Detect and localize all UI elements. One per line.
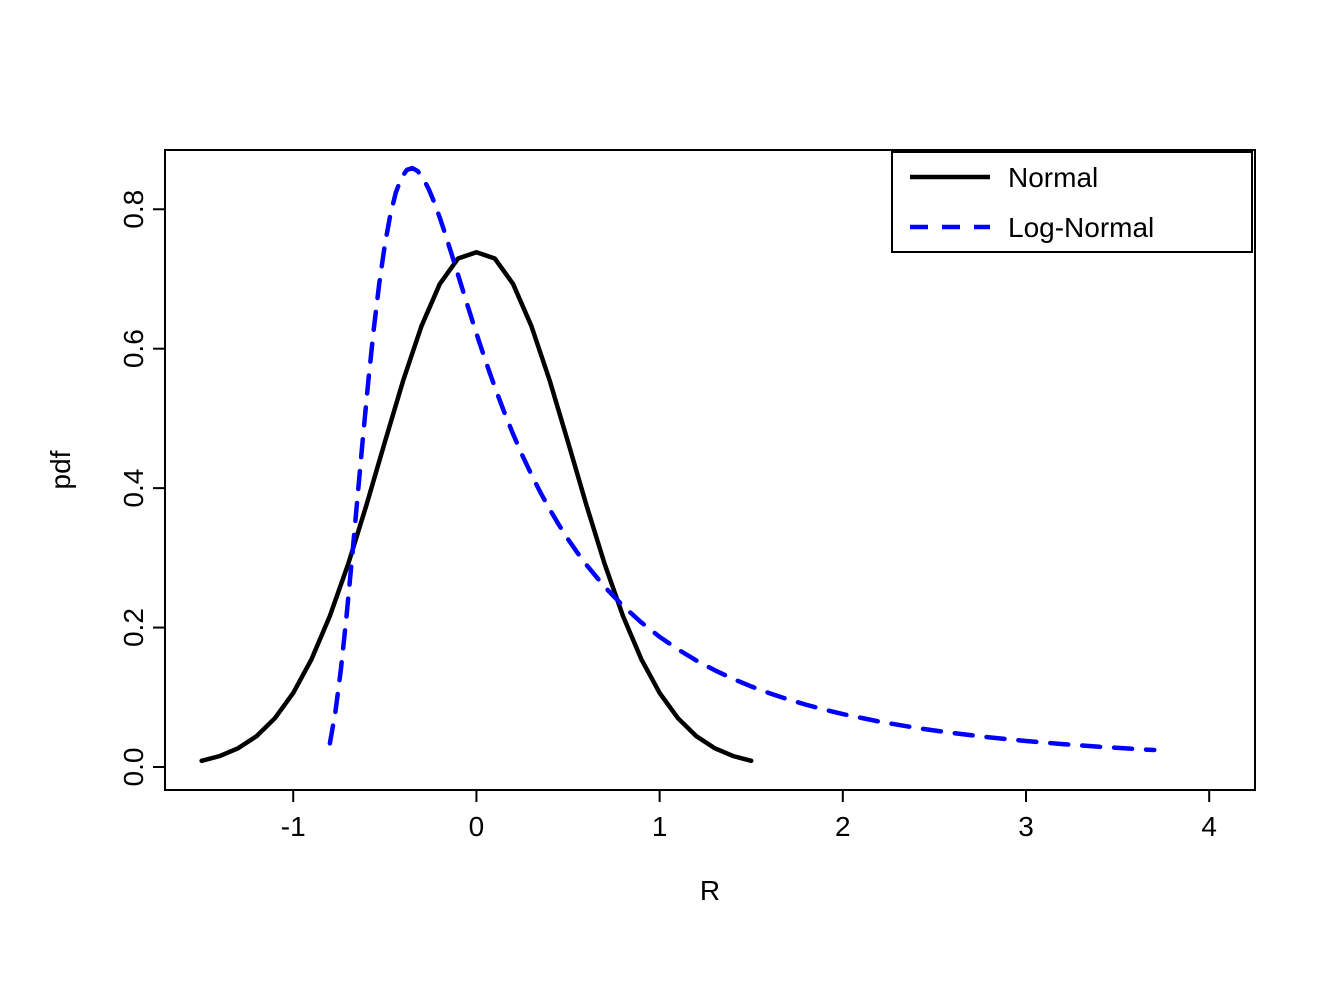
y-tick-label: 0.2 [118, 608, 149, 647]
legend-item-label: Normal [1008, 162, 1098, 193]
y-tick-label: 0.0 [118, 748, 149, 787]
x-tick-label: 2 [835, 811, 851, 842]
x-tick-label: 4 [1201, 811, 1217, 842]
y-tick-label: 0.4 [118, 469, 149, 508]
pdf-line-chart: -1 0 1 2 3 4 R 0.0 0.2 0.4 0.6 0.8 pdf Normal Log-Norm… [0, 0, 1344, 1008]
y-axis-label: pdf [45, 450, 76, 489]
x-tick-label: -1 [281, 811, 306, 842]
legend: Normal Log-Normal [892, 152, 1252, 252]
chart-container: -1 0 1 2 3 4 R 0.0 0.2 0.4 0.6 0.8 pdf Normal Log-Norm… [0, 0, 1344, 1008]
x-tick-label: 1 [652, 811, 668, 842]
y-tick-label: 0.6 [118, 329, 149, 368]
y-tick-label: 0.8 [118, 190, 149, 229]
x-tick-label: 0 [469, 811, 485, 842]
x-axis-label: R [700, 875, 720, 906]
legend-item-label: Log-Normal [1008, 212, 1154, 243]
x-tick-label: 3 [1018, 811, 1034, 842]
